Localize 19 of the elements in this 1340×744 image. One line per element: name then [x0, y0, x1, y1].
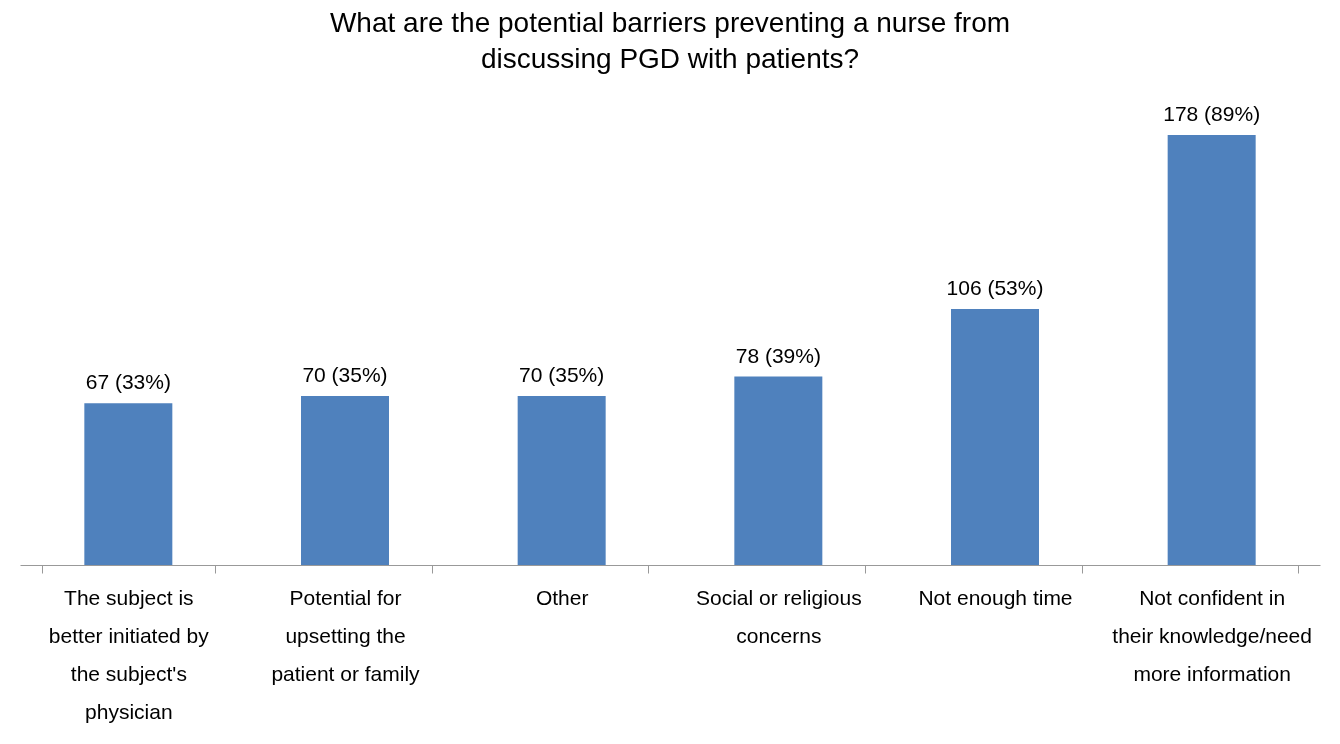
- data-label: 70 (35%): [519, 362, 605, 386]
- data-label: 70 (35%): [302, 362, 388, 386]
- x-tick-label: Potential for upsetting the patient or family: [271, 585, 421, 685]
- bar: [951, 308, 1039, 565]
- data-label: 78 (39%): [735, 343, 821, 367]
- data-label: 178 (89%): [1163, 102, 1261, 125]
- bar: [1167, 135, 1256, 565]
- x-tick-label: Not confident in their knowledge/need more information: [1112, 585, 1312, 685]
- bar: [517, 395, 606, 565]
- bar: [734, 376, 823, 565]
- bar: [301, 395, 389, 565]
- data-label: 106 (53%): [946, 275, 1044, 299]
- chart-title: What are the potential barriers preventing a nurse from discussing PGD with patients?: [329, 7, 1011, 74]
- x-tick-label: Not enough time: [918, 585, 1073, 609]
- bar: [84, 403, 173, 565]
- x-tick-label: Social or religious concerns: [695, 585, 862, 647]
- x-tick-label: Other: [535, 585, 589, 609]
- x-tick-label: The subject is better initiated by the subject's physician: [48, 585, 210, 723]
- data-label: 67 (33%): [85, 370, 171, 394]
